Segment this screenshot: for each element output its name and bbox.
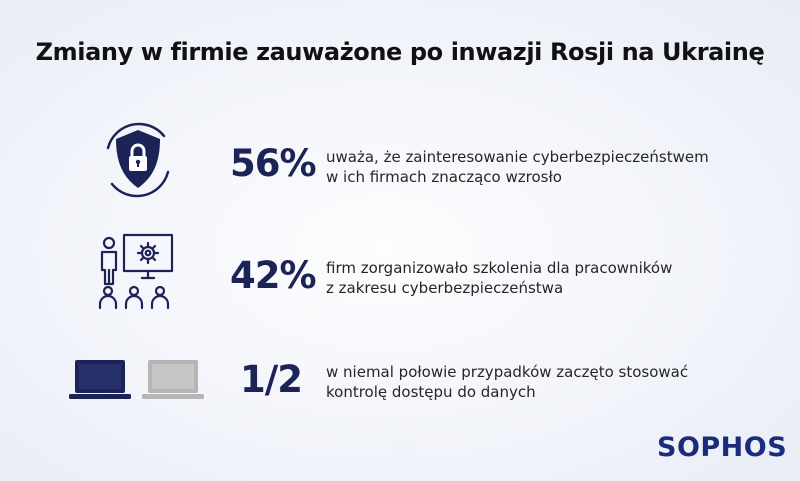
stat-description-line: w niemal połowie przypadków zaczęto stos… (326, 363, 689, 381)
stat-description-line: uważa, że zainteresowanie cyberbezpiecze… (326, 148, 709, 166)
stat-value: 1/2 (239, 358, 303, 401)
stat-description-line: firm zorganizowało szkolenia dla pracown… (326, 259, 673, 277)
stat-description: firm zorganizowało szkolenia dla pracown… (326, 258, 786, 298)
page-title: Zmiany w firmie zauważone po inwazji Ros… (35, 38, 765, 66)
sophos-logo: SOPHOS (657, 432, 788, 463)
stat-row-3: 1/2 w niemal połowie przypadków zaczęto … (0, 352, 800, 442)
stat-description: uważa, że zainteresowanie cyberbezpiecze… (326, 147, 786, 187)
stat-description-line: w ich firmach znacząco wzrosło (326, 168, 562, 186)
shield-lock-icon (96, 118, 180, 206)
stat-row-2: 42% firm zorganizowało szkolenia dla pra… (0, 230, 800, 320)
stat-description: w niemal połowie przypadków zaczęto stos… (326, 362, 786, 402)
laptops-icon (68, 358, 208, 406)
page-number: 324 (390, 441, 413, 455)
stat-description-line: kontrolę dostępu do danych (326, 383, 536, 401)
stat-value: 56% (230, 142, 317, 185)
stat-value: 42% (230, 254, 317, 297)
stat-row-1: 56% uważa, że zainteresowanie cyberbezpi… (0, 118, 800, 208)
training-presentation-icon (96, 232, 180, 318)
stat-description-line: z zakresu cyberbezpieczeństwa (326, 279, 564, 297)
